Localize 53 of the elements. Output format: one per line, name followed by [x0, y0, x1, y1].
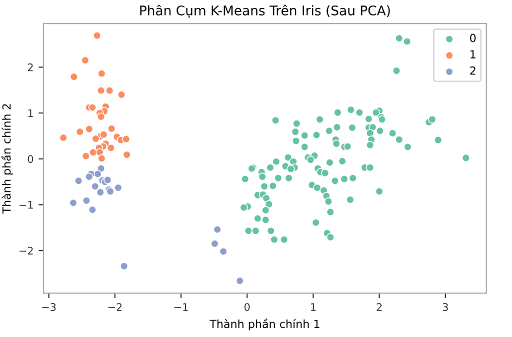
- point: [88, 206, 97, 214]
- point: [94, 170, 102, 178]
- point: [98, 154, 106, 162]
- y-tick-label: 2: [28, 63, 33, 72]
- point: [88, 103, 97, 112]
- legend-label: 1: [470, 50, 476, 58]
- chart-title: Phân Cụm K-Means Trên Iris (Sau PCA): [140, 4, 390, 18]
- point: [108, 124, 116, 133]
- point: [92, 134, 100, 143]
- y-tick-label: 1: [28, 109, 33, 117]
- point: [120, 262, 128, 270]
- point: [85, 124, 94, 134]
- point: [106, 86, 114, 95]
- point: [76, 128, 84, 136]
- point: [96, 188, 104, 196]
- point: [85, 172, 94, 181]
- y-axis-title: Thành phần chính 2: [1, 104, 13, 214]
- point: [82, 152, 90, 160]
- point: [90, 182, 100, 190]
- point: [100, 130, 108, 139]
- point: [96, 112, 106, 121]
- point: [210, 240, 219, 248]
- point: [82, 196, 91, 205]
- x-tick-label: 2: [376, 303, 382, 311]
- y-tick-label: −2: [20, 246, 33, 255]
- point: [106, 144, 116, 152]
- legend-label: 2: [470, 66, 476, 75]
- legend-label: 0: [470, 34, 476, 42]
- point: [104, 176, 112, 184]
- point: [213, 225, 222, 234]
- point: [236, 276, 244, 285]
- y-tick-label: 0: [28, 155, 34, 163]
- y-tick-label: −1: [20, 201, 33, 209]
- point: [92, 31, 102, 40]
- x-tick-label: −3: [42, 303, 56, 311]
- point: [74, 176, 83, 185]
- point: [59, 134, 68, 142]
- point: [117, 90, 126, 99]
- x-tick-label: 3: [442, 303, 448, 311]
- x-tick-label: 1: [311, 303, 316, 311]
- point: [114, 184, 122, 192]
- point: [70, 72, 78, 81]
- x-tick-label: −1: [174, 303, 188, 311]
- point: [219, 247, 228, 256]
- point: [81, 56, 90, 64]
- x-tick-label: −2: [108, 303, 122, 311]
- point: [98, 69, 106, 78]
- x-tick-label: 0: [244, 303, 250, 311]
- point: [122, 150, 131, 159]
- point: [122, 135, 130, 144]
- point: [69, 198, 78, 207]
- point: [96, 86, 106, 95]
- x-axis-title: Thành phần chính 1: [210, 318, 320, 330]
